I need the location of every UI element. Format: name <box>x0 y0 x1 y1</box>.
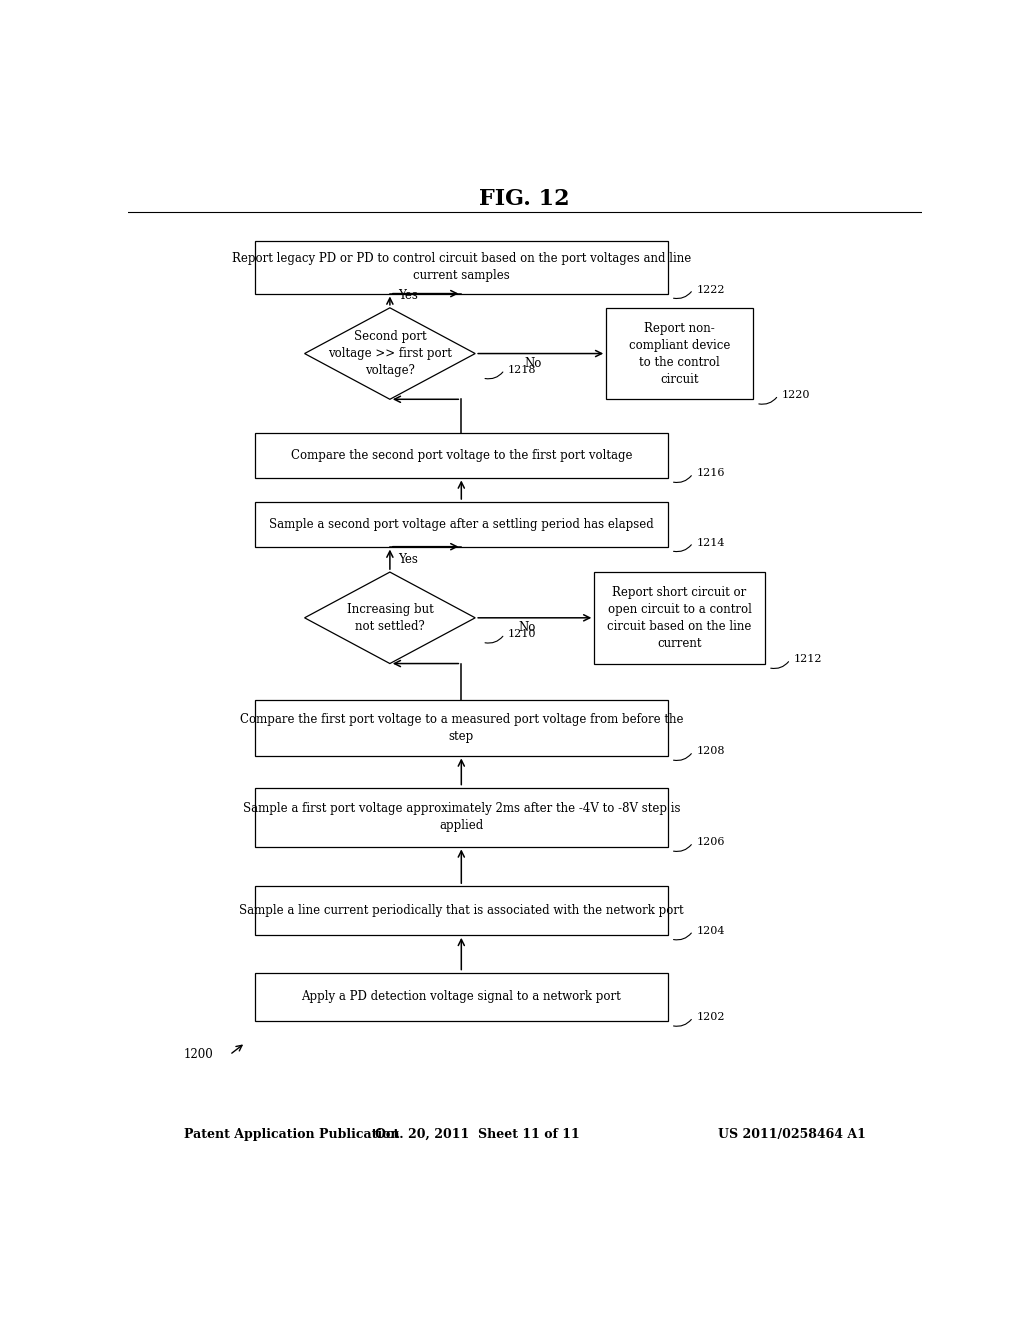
Text: FIG. 12: FIG. 12 <box>479 187 570 210</box>
Text: Yes: Yes <box>397 553 418 566</box>
Text: No: No <box>524 358 542 370</box>
Text: 1222: 1222 <box>696 285 725 294</box>
Text: Oct. 20, 2011  Sheet 11 of 11: Oct. 20, 2011 Sheet 11 of 11 <box>375 1127 580 1140</box>
Text: Second port
voltage >> first port
voltage?: Second port voltage >> first port voltag… <box>328 330 452 378</box>
Text: Report short circuit or
open circuit to a control
circuit based on the line
curr: Report short circuit or open circuit to … <box>607 586 752 649</box>
FancyBboxPatch shape <box>255 240 668 293</box>
Text: 1206: 1206 <box>696 837 725 847</box>
Text: 1218: 1218 <box>508 364 537 375</box>
FancyBboxPatch shape <box>594 572 765 664</box>
Polygon shape <box>304 308 475 399</box>
Polygon shape <box>304 572 475 664</box>
Text: 1216: 1216 <box>696 469 725 478</box>
Text: Compare the second port voltage to the first port voltage: Compare the second port voltage to the f… <box>291 449 632 462</box>
Text: Sample a second port voltage after a settling period has elapsed: Sample a second port voltage after a set… <box>269 517 653 531</box>
Text: Sample a first port voltage approximately 2ms after the -4V to -8V step is
appli: Sample a first port voltage approximatel… <box>243 803 680 832</box>
Text: Compare the first port voltage to a measured port voltage from before the
step: Compare the first port voltage to a meas… <box>240 713 683 743</box>
Text: US 2011/0258464 A1: US 2011/0258464 A1 <box>718 1127 866 1140</box>
FancyBboxPatch shape <box>255 886 668 935</box>
Text: Report non-
compliant device
to the control
circuit: Report non- compliant device to the cont… <box>629 322 730 385</box>
Text: 1200: 1200 <box>183 1048 213 1061</box>
Text: 1212: 1212 <box>794 655 822 664</box>
Text: 1204: 1204 <box>696 925 725 936</box>
FancyBboxPatch shape <box>255 502 668 546</box>
FancyBboxPatch shape <box>255 973 668 1022</box>
FancyBboxPatch shape <box>255 433 668 478</box>
Text: Apply a PD detection voltage signal to a network port: Apply a PD detection voltage signal to a… <box>301 990 622 1003</box>
Text: Sample a line current periodically that is associated with the network port: Sample a line current periodically that … <box>239 904 684 917</box>
Text: Yes: Yes <box>397 289 418 302</box>
Text: 1210: 1210 <box>508 630 537 639</box>
FancyBboxPatch shape <box>606 308 753 399</box>
Text: 1202: 1202 <box>696 1012 725 1022</box>
Text: No: No <box>518 622 536 635</box>
Text: Report legacy PD or PD to control circuit based on the port voltages and line
cu: Report legacy PD or PD to control circui… <box>231 252 691 282</box>
FancyBboxPatch shape <box>255 788 668 846</box>
Text: Patent Application Publication: Patent Application Publication <box>183 1127 399 1140</box>
FancyBboxPatch shape <box>255 700 668 755</box>
Text: 1220: 1220 <box>781 391 810 400</box>
Text: 1208: 1208 <box>696 747 725 756</box>
Text: Increasing but
not settled?: Increasing but not settled? <box>346 603 433 632</box>
Text: 1214: 1214 <box>696 537 725 548</box>
